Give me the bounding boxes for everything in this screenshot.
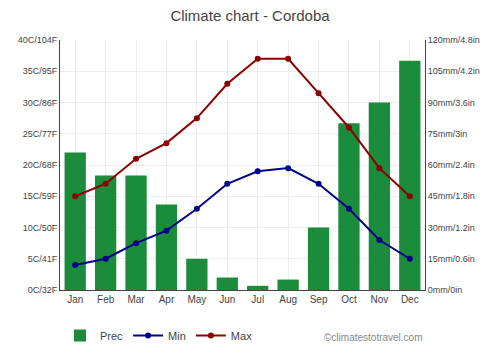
svg-text:10C/50F: 10C/50F [23, 223, 58, 233]
svg-text:Jul: Jul [251, 294, 264, 305]
svg-text:105mm/4.2in: 105mm/4.2in [428, 66, 480, 76]
svg-text:Prec: Prec [100, 330, 123, 342]
svg-text:120mm/4.8in: 120mm/4.8in [428, 35, 480, 45]
svg-text:5C/41F: 5C/41F [28, 254, 58, 264]
svg-text:Jan: Jan [67, 294, 83, 305]
svg-text:Max: Max [231, 330, 252, 342]
svg-text:35C/95F: 35C/95F [23, 66, 58, 76]
svg-text:Climate chart - Cordoba: Climate chart - Cordoba [170, 7, 330, 24]
svg-text:75mm/3in: 75mm/3in [428, 129, 468, 139]
svg-text:May: May [187, 294, 206, 305]
svg-text:Sep: Sep [310, 294, 328, 305]
svg-text:0mm/0in: 0mm/0in [428, 285, 463, 295]
svg-text:60mm/2.4in: 60mm/2.4in [428, 160, 475, 170]
svg-text:30C/86F: 30C/86F [23, 98, 58, 108]
svg-text:Jun: Jun [219, 294, 235, 305]
svg-text:Feb: Feb [97, 294, 115, 305]
svg-text:Nov: Nov [370, 294, 388, 305]
svg-text:Oct: Oct [341, 294, 357, 305]
svg-text:Aug: Aug [279, 294, 297, 305]
svg-text:15C/59F: 15C/59F [23, 191, 58, 201]
svg-text:90mm/3.6in: 90mm/3.6in [428, 98, 475, 108]
svg-text:0C/32F: 0C/32F [28, 285, 58, 295]
svg-text:25C/77F: 25C/77F [23, 129, 58, 139]
svg-text:Apr: Apr [159, 294, 175, 305]
svg-text:15mm/0.6in: 15mm/0.6in [428, 254, 475, 264]
svg-text:Mar: Mar [127, 294, 145, 305]
svg-text:©climatestotravel.com: ©climatestotravel.com [324, 332, 423, 343]
svg-text:45mm/1.8in: 45mm/1.8in [428, 191, 475, 201]
svg-text:30mm/1.2in: 30mm/1.2in [428, 223, 475, 233]
svg-text:40C/104F: 40C/104F [18, 35, 58, 45]
svg-text:Min: Min [168, 330, 186, 342]
svg-text:20C/68F: 20C/68F [23, 160, 58, 170]
svg-text:Dec: Dec [401, 294, 419, 305]
